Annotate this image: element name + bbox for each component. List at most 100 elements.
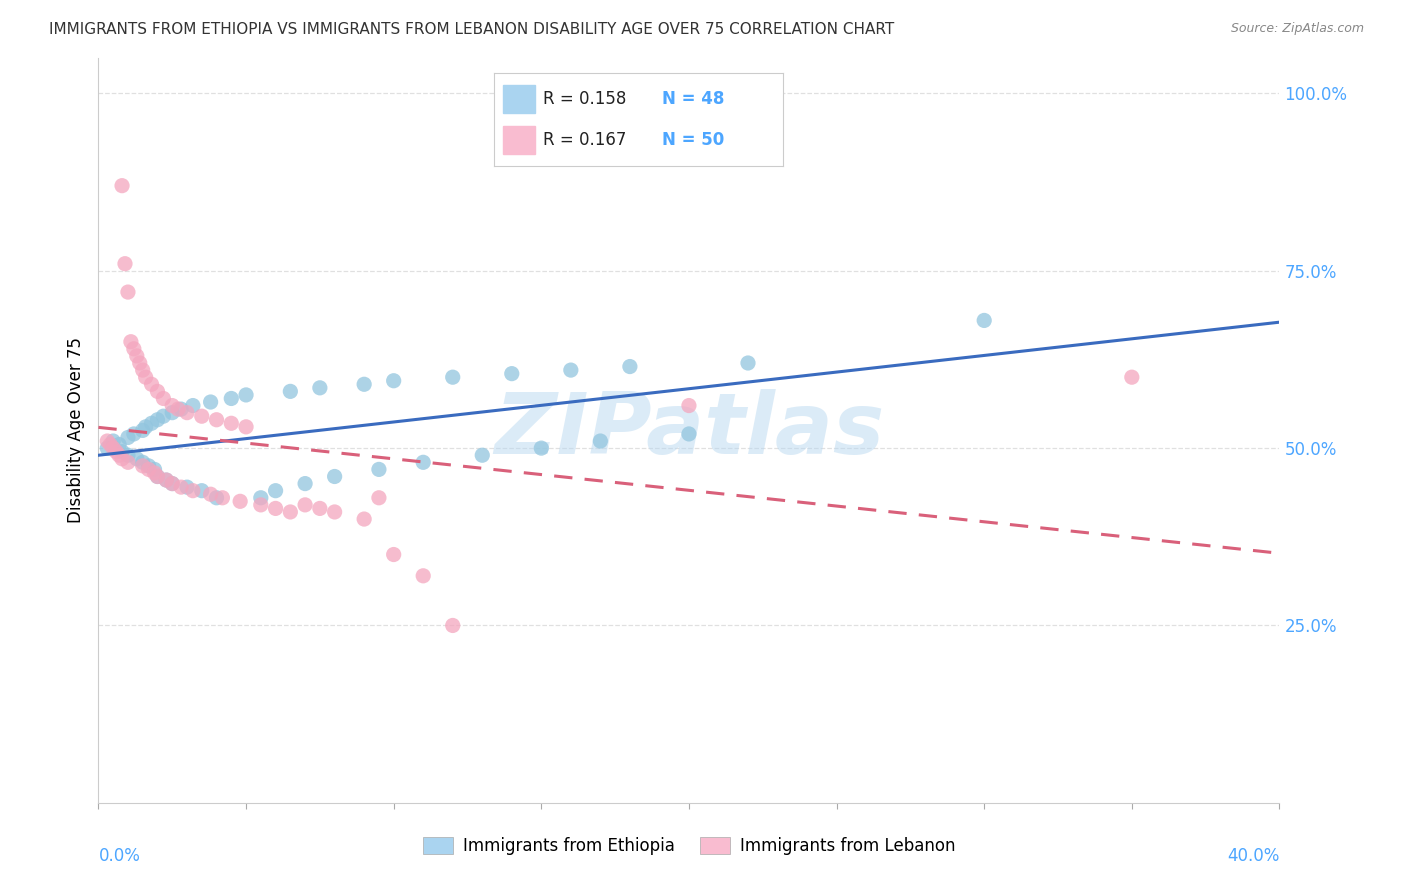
Point xyxy=(250,491,273,505)
Point xyxy=(368,491,391,505)
Point xyxy=(323,505,346,519)
Point xyxy=(117,448,139,462)
Point xyxy=(205,491,228,505)
Point xyxy=(309,381,332,395)
Point xyxy=(96,441,118,455)
Point xyxy=(170,402,193,417)
Point xyxy=(973,313,995,327)
Point xyxy=(235,388,257,402)
Text: 0.0%: 0.0% xyxy=(98,847,141,865)
Point xyxy=(143,466,166,480)
Point xyxy=(135,370,157,384)
Point xyxy=(678,399,700,413)
Point xyxy=(152,392,174,406)
Point xyxy=(105,444,128,458)
Point xyxy=(103,434,125,448)
Point xyxy=(737,356,759,370)
Point xyxy=(235,420,257,434)
Point xyxy=(155,473,177,487)
Point xyxy=(471,448,494,462)
Point xyxy=(138,458,160,473)
Point xyxy=(98,437,121,451)
Point xyxy=(309,501,332,516)
Point xyxy=(135,420,157,434)
Point xyxy=(221,417,243,431)
Point xyxy=(412,455,434,469)
Point xyxy=(264,483,287,498)
Point xyxy=(678,426,700,441)
Point xyxy=(122,342,145,356)
Point xyxy=(181,483,204,498)
Point xyxy=(200,395,222,409)
Point xyxy=(117,430,139,444)
Point xyxy=(1121,370,1143,384)
Point xyxy=(152,409,174,424)
Point xyxy=(353,512,375,526)
Point xyxy=(412,569,434,583)
Point xyxy=(162,406,183,420)
Point xyxy=(108,437,131,451)
Point xyxy=(382,548,405,562)
Legend: Immigrants from Ethiopia, Immigrants from Lebanon: Immigrants from Ethiopia, Immigrants fro… xyxy=(416,830,962,862)
Point xyxy=(382,374,405,388)
Point xyxy=(146,384,169,399)
Point xyxy=(501,367,523,381)
Point xyxy=(111,444,134,458)
Point xyxy=(176,406,198,420)
Text: 40.0%: 40.0% xyxy=(1227,847,1279,865)
Point xyxy=(103,441,125,455)
Point xyxy=(211,491,233,505)
Point xyxy=(120,334,142,349)
Point xyxy=(200,487,222,501)
Point xyxy=(589,434,612,448)
Point xyxy=(162,476,183,491)
Point xyxy=(619,359,641,374)
Point xyxy=(221,392,243,406)
Point xyxy=(155,473,177,487)
Point xyxy=(141,417,163,431)
Point xyxy=(125,451,148,466)
Point xyxy=(170,480,193,494)
Point xyxy=(191,483,214,498)
Point xyxy=(441,618,464,632)
Point xyxy=(294,498,316,512)
Point xyxy=(323,469,346,483)
Text: Source: ZipAtlas.com: Source: ZipAtlas.com xyxy=(1230,22,1364,36)
Point xyxy=(122,426,145,441)
Point xyxy=(294,476,316,491)
Point xyxy=(353,377,375,392)
Point xyxy=(441,370,464,384)
Point xyxy=(560,363,582,377)
Point xyxy=(162,399,183,413)
Point xyxy=(111,451,134,466)
Point xyxy=(132,363,155,377)
Point xyxy=(111,178,134,193)
Text: IMMIGRANTS FROM ETHIOPIA VS IMMIGRANTS FROM LEBANON DISABILITY AGE OVER 75 CORRE: IMMIGRANTS FROM ETHIOPIA VS IMMIGRANTS F… xyxy=(49,22,894,37)
Point xyxy=(264,501,287,516)
Point xyxy=(132,455,155,469)
Point xyxy=(368,462,391,476)
Point xyxy=(128,356,150,370)
Point xyxy=(191,409,214,424)
Point xyxy=(167,402,190,417)
Point xyxy=(176,480,198,494)
Text: ZIPatlas: ZIPatlas xyxy=(494,389,884,472)
Point xyxy=(146,469,169,483)
Point xyxy=(132,423,155,437)
Point xyxy=(181,399,204,413)
Point xyxy=(138,462,160,476)
Point xyxy=(114,257,136,271)
Point xyxy=(125,349,148,363)
Point xyxy=(250,498,273,512)
Point xyxy=(141,377,163,392)
Point xyxy=(205,413,228,427)
Point xyxy=(132,458,155,473)
Point xyxy=(162,476,183,491)
Point xyxy=(280,384,302,399)
Point xyxy=(143,462,166,476)
Point xyxy=(229,494,252,508)
Point xyxy=(117,455,139,469)
Point xyxy=(280,505,302,519)
Point xyxy=(117,285,139,299)
Point xyxy=(146,413,169,427)
